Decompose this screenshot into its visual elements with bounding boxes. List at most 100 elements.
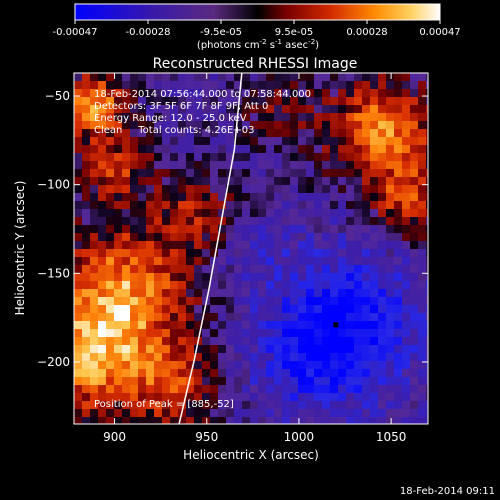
heat-cell xyxy=(338,329,346,337)
heat-cell xyxy=(346,105,354,113)
heat-cell xyxy=(282,297,290,305)
heat-cell xyxy=(338,153,346,161)
heat-cell xyxy=(146,385,154,393)
heat-cell xyxy=(98,297,106,305)
heat-cell xyxy=(242,81,250,89)
heat-cell xyxy=(362,217,370,225)
heat-cell xyxy=(258,129,266,137)
heat-cell xyxy=(274,409,282,417)
heat-cell xyxy=(226,313,234,321)
heat-cell xyxy=(314,329,322,337)
heat-cell xyxy=(162,105,170,113)
heat-cell xyxy=(402,361,410,369)
heat-cell xyxy=(322,393,330,401)
heat-cell xyxy=(258,361,266,369)
heat-cell xyxy=(306,193,314,201)
heat-cell xyxy=(314,249,322,257)
heat-cell xyxy=(74,217,82,225)
heat-cell xyxy=(338,305,346,313)
heat-cell xyxy=(322,265,330,273)
heat-cell xyxy=(314,401,322,409)
heat-cell xyxy=(74,297,82,305)
heat-cell xyxy=(130,177,138,185)
heat-cell xyxy=(234,361,242,369)
heat-cell xyxy=(162,305,170,313)
heat-cell xyxy=(274,161,282,169)
heat-cell xyxy=(170,121,178,129)
heat-cell xyxy=(290,265,298,273)
heat-cell xyxy=(162,185,170,193)
heat-cell xyxy=(370,409,378,417)
heat-cell xyxy=(346,169,354,177)
heat-cell xyxy=(298,177,306,185)
heat-cell xyxy=(314,105,322,113)
heat-cell xyxy=(170,145,178,153)
heat-cell xyxy=(282,265,290,273)
heat-cell xyxy=(90,273,98,281)
heat-cell xyxy=(178,337,186,345)
heat-cell xyxy=(194,105,202,113)
heat-cell xyxy=(394,145,402,153)
heat-cell xyxy=(330,153,338,161)
heat-cell xyxy=(114,289,122,297)
heat-cell xyxy=(234,385,242,393)
heat-cell xyxy=(298,233,306,241)
heat-cell xyxy=(170,337,178,345)
heat-cell xyxy=(410,337,418,345)
heat-cell xyxy=(290,145,298,153)
heat-cell xyxy=(218,417,226,424)
heat-cell xyxy=(250,241,258,249)
heat-cell xyxy=(330,281,338,289)
heat-cell xyxy=(314,97,322,105)
chart-title: Reconstructed RHESSI Image xyxy=(153,56,358,72)
heat-cell xyxy=(234,129,242,137)
heat-cell xyxy=(402,177,410,185)
heat-cell xyxy=(258,153,266,161)
heat-cell xyxy=(330,361,338,369)
heat-cell xyxy=(106,329,114,337)
heat-cell xyxy=(322,225,330,233)
heat-cell xyxy=(362,161,370,169)
heat-cell xyxy=(362,193,370,201)
heat-cell xyxy=(90,297,98,305)
heat-cell xyxy=(98,121,106,129)
heat-cell xyxy=(298,377,306,385)
heat-cell xyxy=(106,185,114,193)
heat-cell xyxy=(122,113,130,121)
heat-cell xyxy=(234,81,242,89)
heat-cell xyxy=(210,233,218,241)
heat-cell xyxy=(82,193,90,201)
heat-cell xyxy=(410,121,418,129)
heat-cell xyxy=(394,321,402,329)
heat-cell xyxy=(122,241,130,249)
heat-cell xyxy=(386,273,394,281)
heat-cell xyxy=(130,137,138,145)
heat-cell xyxy=(154,201,162,209)
heat-cell xyxy=(378,113,386,121)
heat-cell xyxy=(394,89,402,97)
heat-cell xyxy=(306,217,314,225)
heat-cell xyxy=(394,385,402,393)
heat-cell xyxy=(186,385,194,393)
heat-cell xyxy=(274,305,282,313)
heat-cell xyxy=(74,201,82,209)
heat-cell xyxy=(250,145,258,153)
heat-cell xyxy=(98,225,106,233)
heat-cell xyxy=(314,321,322,329)
heat-cell xyxy=(338,201,346,209)
heat-cell xyxy=(298,113,306,121)
heat-cell xyxy=(234,145,242,153)
heat-cell xyxy=(290,177,298,185)
heat-cell xyxy=(82,225,90,233)
heat-cell xyxy=(194,265,202,273)
heat-cell xyxy=(106,417,114,424)
heat-cell xyxy=(146,81,154,89)
heat-cell xyxy=(386,129,394,137)
heat-cell xyxy=(122,353,130,361)
heat-cell xyxy=(338,273,346,281)
heat-cell xyxy=(74,337,82,345)
heat-cell xyxy=(242,89,250,97)
heat-cell xyxy=(354,153,362,161)
heat-cell xyxy=(322,377,330,385)
heat-cell xyxy=(138,169,146,177)
